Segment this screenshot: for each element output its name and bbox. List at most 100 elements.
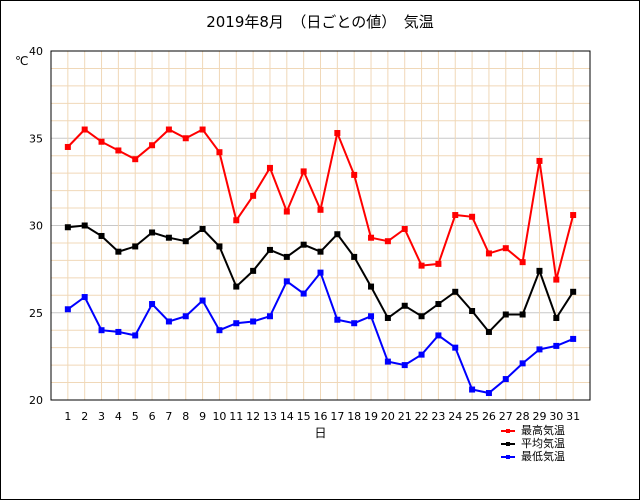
data-point — [334, 316, 341, 323]
x-tick-label: 3 — [98, 410, 105, 423]
data-point — [502, 376, 509, 383]
x-tick-label: 19 — [364, 410, 378, 423]
data-point — [418, 313, 425, 320]
data-point — [81, 126, 88, 133]
x-tick-label: 30 — [549, 410, 563, 423]
y-tick-label: 20 — [29, 394, 43, 407]
data-point — [401, 302, 408, 309]
data-point — [351, 320, 358, 327]
data-point — [115, 248, 122, 255]
data-point — [216, 149, 223, 156]
y-tick-label: 25 — [29, 307, 43, 320]
data-point — [435, 301, 442, 308]
data-point — [98, 232, 105, 239]
data-point — [384, 314, 391, 321]
data-point — [469, 386, 476, 393]
data-point — [64, 306, 71, 313]
data-point — [469, 308, 476, 315]
data-point — [334, 130, 341, 137]
data-point — [418, 262, 425, 269]
data-point — [452, 212, 459, 219]
x-tick-label: 21 — [398, 410, 412, 423]
data-point — [250, 267, 257, 274]
data-point — [401, 225, 408, 232]
data-point — [317, 206, 324, 213]
data-point — [182, 135, 189, 142]
legend-swatch — [501, 441, 515, 446]
data-point — [334, 231, 341, 238]
data-point — [199, 126, 206, 133]
data-point — [519, 311, 526, 318]
legend-marker — [506, 428, 510, 433]
x-tick-label: 6 — [149, 410, 156, 423]
data-point — [64, 224, 71, 231]
data-point — [266, 164, 273, 171]
x-tick-label: 11 — [229, 410, 243, 423]
data-point — [368, 283, 375, 290]
x-tick-label: 1 — [64, 410, 71, 423]
legend-item: 平均気温 — [501, 437, 565, 450]
data-point — [536, 157, 543, 164]
data-point — [368, 234, 375, 241]
data-point — [485, 390, 492, 397]
data-point — [536, 267, 543, 274]
series-3 — [64, 269, 577, 397]
data-point — [351, 171, 358, 178]
data-point — [401, 362, 408, 369]
data-point — [216, 327, 223, 334]
data-point — [199, 297, 206, 304]
data-point — [98, 327, 105, 334]
data-point — [502, 245, 509, 252]
data-point — [485, 328, 492, 335]
x-tick-label: 4 — [115, 410, 122, 423]
data-point — [81, 294, 88, 301]
legend-label: 平均気温 — [521, 437, 565, 450]
x-tick-label: 22 — [415, 410, 429, 423]
x-axis-label: 日 — [314, 426, 326, 440]
legend-label: 最高気温 — [521, 424, 565, 437]
data-point — [233, 283, 240, 290]
y-tick-label: 35 — [29, 132, 43, 145]
data-point — [165, 318, 172, 325]
data-point — [452, 344, 459, 351]
x-tick-label: 29 — [532, 410, 546, 423]
x-tick-label: 15 — [297, 410, 311, 423]
data-point — [435, 260, 442, 267]
x-tick-label: 24 — [448, 410, 462, 423]
data-point — [250, 192, 257, 199]
data-point — [317, 248, 324, 255]
legend-label: 最低気温 — [521, 450, 565, 463]
data-point — [149, 142, 156, 149]
data-point — [553, 314, 560, 321]
x-tick-label: 28 — [516, 410, 530, 423]
chart-legend: 最高気温 平均気温 最低気温 — [501, 424, 565, 463]
x-tick-label: 16 — [314, 410, 328, 423]
data-point — [216, 243, 223, 250]
legend-swatch — [501, 454, 515, 459]
data-point — [519, 259, 526, 266]
data-point — [300, 168, 307, 175]
legend-item: 最低気温 — [501, 450, 565, 463]
x-tick-label: 25 — [465, 410, 479, 423]
data-point — [283, 278, 290, 285]
data-point — [317, 269, 324, 276]
data-point — [519, 360, 526, 367]
data-point — [115, 328, 122, 335]
data-point — [149, 301, 156, 308]
x-tick-label: 13 — [263, 410, 277, 423]
data-point — [115, 147, 122, 154]
data-point — [182, 238, 189, 245]
x-tick-label: 27 — [499, 410, 513, 423]
data-point — [384, 238, 391, 245]
data-point — [81, 222, 88, 229]
x-tick-label: 2 — [81, 410, 88, 423]
legend-marker — [506, 454, 510, 459]
data-point — [98, 138, 105, 145]
data-point — [452, 288, 459, 295]
data-point — [368, 313, 375, 320]
data-point — [469, 213, 476, 220]
data-point — [199, 225, 206, 232]
data-point — [553, 342, 560, 349]
